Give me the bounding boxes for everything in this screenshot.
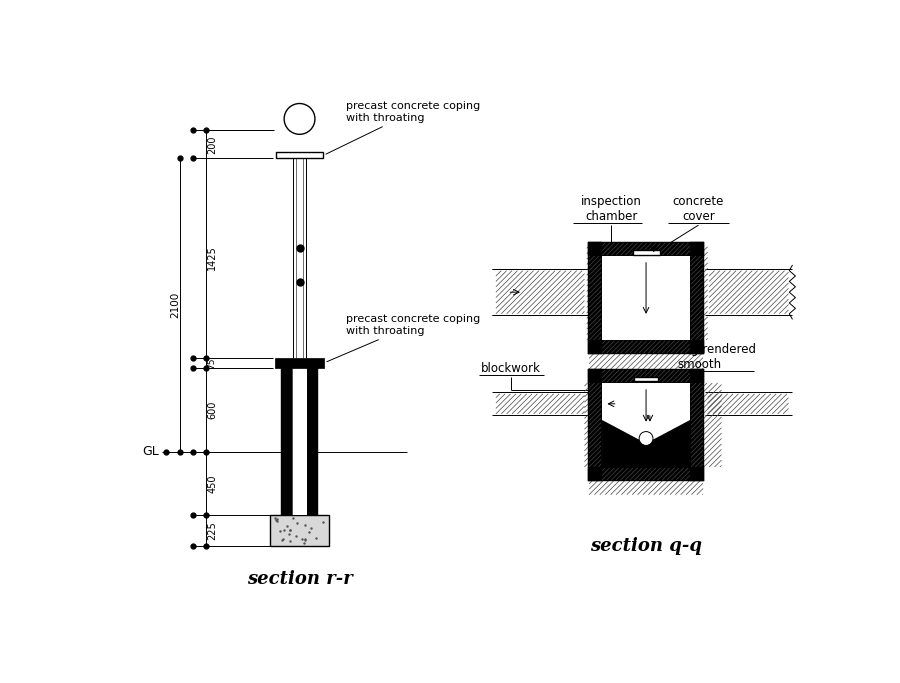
Text: 200: 200 xyxy=(207,135,217,154)
Text: precast concrete coping
with throating: precast concrete coping with throating xyxy=(326,101,480,154)
Bar xyxy=(634,377,659,382)
Bar xyxy=(275,152,323,158)
Bar xyxy=(292,368,307,515)
Text: 2100: 2100 xyxy=(170,292,180,318)
Ellipse shape xyxy=(284,104,315,135)
Bar xyxy=(270,515,328,546)
Bar xyxy=(274,358,324,368)
Text: inspection
chamber: inspection chamber xyxy=(581,195,642,223)
Bar xyxy=(690,370,704,481)
Bar xyxy=(281,368,292,515)
Text: 225: 225 xyxy=(207,521,217,540)
Bar xyxy=(589,242,602,354)
Text: GL: GL xyxy=(143,445,159,458)
Circle shape xyxy=(639,432,653,445)
Text: 1425: 1425 xyxy=(207,246,217,270)
Bar xyxy=(589,467,704,481)
Text: benching rendered
smooth: benching rendered smooth xyxy=(644,343,756,371)
Text: 75: 75 xyxy=(207,357,216,369)
Text: concrete
cover: concrete cover xyxy=(672,195,724,223)
Bar xyxy=(602,463,690,467)
Text: blockwork: blockwork xyxy=(482,362,541,376)
Bar xyxy=(307,368,318,515)
Bar xyxy=(589,340,704,354)
Bar xyxy=(589,370,704,383)
Text: precast concrete coping
with throating: precast concrete coping with throating xyxy=(327,314,480,362)
Bar xyxy=(589,242,704,256)
Bar xyxy=(602,256,690,340)
Text: section q-q: section q-q xyxy=(590,538,702,555)
Text: 450: 450 xyxy=(207,474,217,492)
Bar xyxy=(589,370,602,481)
Text: 600: 600 xyxy=(207,401,217,419)
Text: section r-r: section r-r xyxy=(247,570,353,587)
Bar xyxy=(633,250,660,255)
Polygon shape xyxy=(602,421,690,467)
Bar xyxy=(602,383,690,467)
Bar xyxy=(690,242,704,354)
